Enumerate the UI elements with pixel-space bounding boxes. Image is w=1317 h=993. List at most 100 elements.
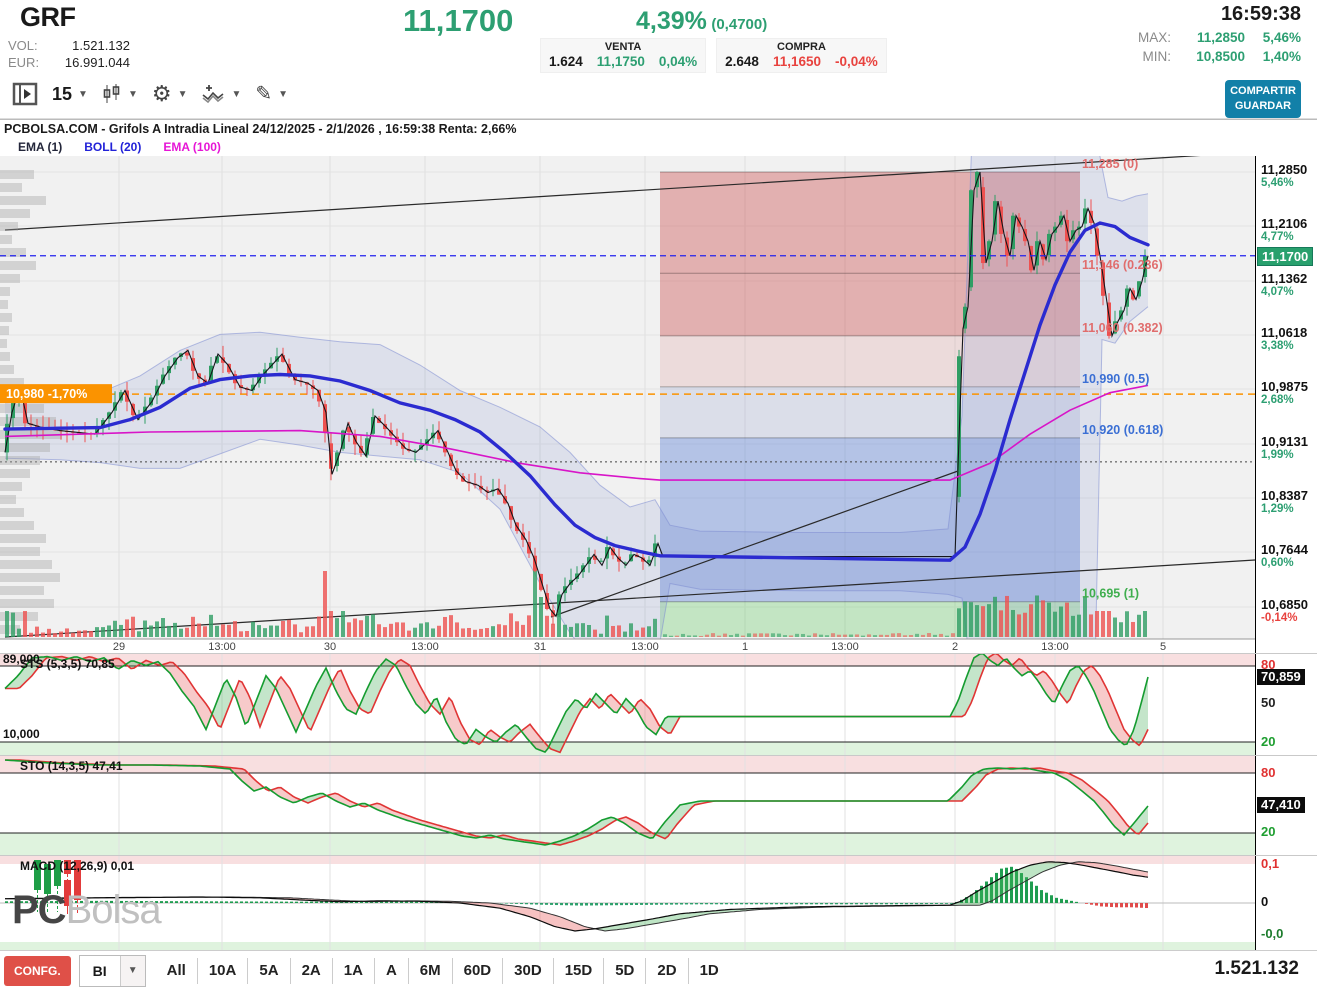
macd-ax-zero: 0	[1261, 894, 1269, 909]
sto-pane: STO (14,3,5) 47,41 80 47,410 20	[0, 755, 1317, 855]
svg-text:1: 1	[742, 641, 748, 653]
indicator-legend: EMA (1) BOLL (20) EMA (100)	[0, 138, 1317, 156]
min-price: 10,8500	[1196, 49, 1245, 64]
chevron-down-icon: ▼	[78, 88, 88, 100]
sts-chart-canvas[interactable]: 89,000 STS (5,3,5) 70,85 10,000	[0, 652, 1255, 755]
range-button-2a[interactable]: 2A	[289, 957, 332, 984]
panel-toggle-button[interactable]	[12, 81, 38, 107]
range-button-a[interactable]: A	[373, 957, 408, 984]
current-price-badge: 11,1700	[1257, 247, 1314, 266]
interval-value: 15	[52, 83, 73, 104]
chevron-down-icon: ▼	[231, 88, 242, 100]
range-button-1a[interactable]: 1A	[331, 957, 374, 984]
sto-value-badge: 47,410	[1257, 797, 1305, 813]
config-button[interactable]: CONFG.	[4, 955, 71, 986]
sto-ax-20: 20	[1261, 824, 1276, 839]
svg-text:11,060 (0.382): 11,060 (0.382)	[1082, 321, 1163, 335]
svg-text:5: 5	[1160, 641, 1166, 653]
compra-pct: -0,04%	[835, 54, 878, 69]
main-price-pane: 11,285 (0) 11,146 (0.236) 11,060 (0.382) 10…	[0, 156, 1317, 653]
range-button-5a[interactable]: 5A	[247, 957, 289, 984]
range-button-15d[interactable]: 15D	[552, 957, 604, 984]
compra-box: COMPRA 2.648 11,1650 -0,04%	[716, 38, 887, 73]
range-button-10a[interactable]: 10A	[196, 957, 248, 984]
sto-chart-canvas[interactable]: STO (14,3,5) 47,41	[0, 756, 1255, 855]
chevron-down-icon: ▼	[177, 88, 188, 100]
interval-selector[interactable]: 15 ▼	[52, 84, 88, 105]
svg-text:29: 29	[113, 641, 125, 653]
chart-type-selector[interactable]: ▼	[102, 83, 138, 105]
venta-label: VENTA	[604, 41, 642, 53]
svg-text:10,920 (0.618): 10,920 (0.618)	[1082, 423, 1163, 437]
svg-text:10,990 (0.5): 10,990 (0.5)	[1082, 372, 1149, 386]
min-label: MIN:	[1142, 49, 1172, 64]
sts-pane: 89,000 STS (5,3,5) 70,85 10,000 80 70,85…	[0, 652, 1317, 755]
vol-label: VOL:	[8, 38, 38, 53]
price-tick: 10,6850 -0,14%	[1261, 597, 1308, 625]
share-save-button[interactable]: COMPARTIR GUARDAR	[1225, 80, 1301, 118]
svg-text:31: 31	[534, 641, 546, 653]
change: 4,39% (0,4700)	[636, 7, 767, 36]
macd-chart-canvas[interactable]: MACD (12,26,9) 0,01 PCBolsa	[0, 856, 1255, 950]
svg-text:13:00: 13:00	[208, 641, 236, 653]
venta-qty: 1.624	[549, 54, 583, 69]
venta-price: 11,1750	[596, 54, 645, 69]
compra-price: 11,1650	[772, 54, 821, 69]
range-button-1d[interactable]: 1D	[687, 957, 730, 984]
chart-toolbar: 15 ▼ ▼ ⚙ ▼ ▼ ✎ ▼	[0, 75, 1317, 119]
svg-text:13:00: 13:00	[411, 641, 439, 653]
symbol: GRF	[20, 2, 76, 32]
min-pct: 1,40%	[1262, 49, 1301, 64]
price-tick: 10,9875 2,68%	[1261, 379, 1308, 407]
macd-axis: 0,1 0 -0,0	[1255, 856, 1317, 950]
sts-axis: 80 70,859 50 20	[1255, 654, 1317, 755]
candlestick-icon	[103, 84, 120, 103]
svg-text:13:00: 13:00	[1041, 641, 1069, 653]
price-chart-canvas[interactable]: 11,285 (0) 11,146 (0.236) 11,060 (0.382) 10…	[0, 156, 1255, 653]
change-pct: 4,39%	[636, 7, 707, 35]
panel-toggle-icon	[12, 82, 38, 106]
gear-icon: ⚙	[151, 81, 172, 106]
save-label: GUARDAR	[1234, 99, 1292, 112]
range-button-30d[interactable]: 30D	[502, 957, 553, 984]
svg-text:30: 30	[324, 641, 336, 653]
macd-ax-top: 0,1	[1261, 856, 1280, 871]
session-volume: 1.521.132	[1214, 958, 1299, 979]
chevron-down-icon: ▼	[278, 88, 289, 100]
price-axis: 11,1700 11,2850 5,46% 11,2106 4,77% 11,1362 4…	[1255, 156, 1317, 653]
compra-label: COMPRA	[777, 41, 826, 53]
settings-button[interactable]: ⚙ ▼	[152, 83, 188, 105]
svg-text:2: 2	[952, 641, 958, 653]
max-pct: 5,46%	[1262, 30, 1301, 45]
pencil-icon: ✎	[255, 83, 273, 105]
eur-value: 16.991.044	[64, 55, 130, 70]
max-label: MAX:	[1137, 30, 1171, 45]
add-indicator-button[interactable]: ▼	[201, 82, 241, 106]
sto-ax-80: 80	[1261, 765, 1276, 780]
range-button-2d[interactable]: 2D	[645, 957, 687, 984]
range-buttons: All 10A 5A 2A 1A A 6M 60D 30D 15D 5D 2D 1D	[156, 957, 730, 984]
macd-pane: MACD (12,26,9) 0,01 PCBolsa 0,1 0 -0,0	[0, 855, 1317, 950]
price-tick: 11,0618 3,38%	[1261, 325, 1308, 353]
pcbolsa-watermark: PCBolsa	[12, 888, 162, 932]
venta-box: VENTA 1.624 11,1750 0,04%	[540, 38, 707, 73]
range-button-60d[interactable]: 60D	[451, 957, 503, 984]
max-price: 11,2850	[1196, 30, 1245, 45]
draw-tool-button[interactable]: ✎ ▼	[255, 84, 288, 104]
range-button-6m[interactable]: 6M	[407, 957, 452, 984]
macd-label: MACD (12,26,9) 0,01	[20, 859, 135, 873]
price-tick: 11,2106 4,77%	[1261, 216, 1308, 244]
bottom-bar: CONFG. BI ▼ All 10A 5A 2A 1A A 6M 60D 30D 15D 5D 2D…	[0, 950, 1317, 990]
compra-qty: 2.648	[725, 54, 759, 69]
range-button-5d[interactable]: 5D	[603, 957, 645, 984]
change-abs: (0,4700)	[711, 16, 768, 33]
sts-ax-50: 50	[1261, 695, 1276, 710]
sts-scale-top: 89,000	[3, 652, 40, 666]
range-button-all[interactable]: All	[166, 961, 186, 979]
legend-item: EMA (1)	[18, 140, 63, 154]
quote-header: GRF VOL: 1.521.132 EUR: 16.991.044 11,17…	[0, 0, 1317, 75]
market-selector[interactable]: BI ▼	[78, 954, 146, 987]
svg-text:13:00: 13:00	[831, 641, 859, 653]
sts-ax-20: 20	[1261, 734, 1276, 749]
svg-text:11,285 (0): 11,285 (0)	[1082, 157, 1138, 171]
